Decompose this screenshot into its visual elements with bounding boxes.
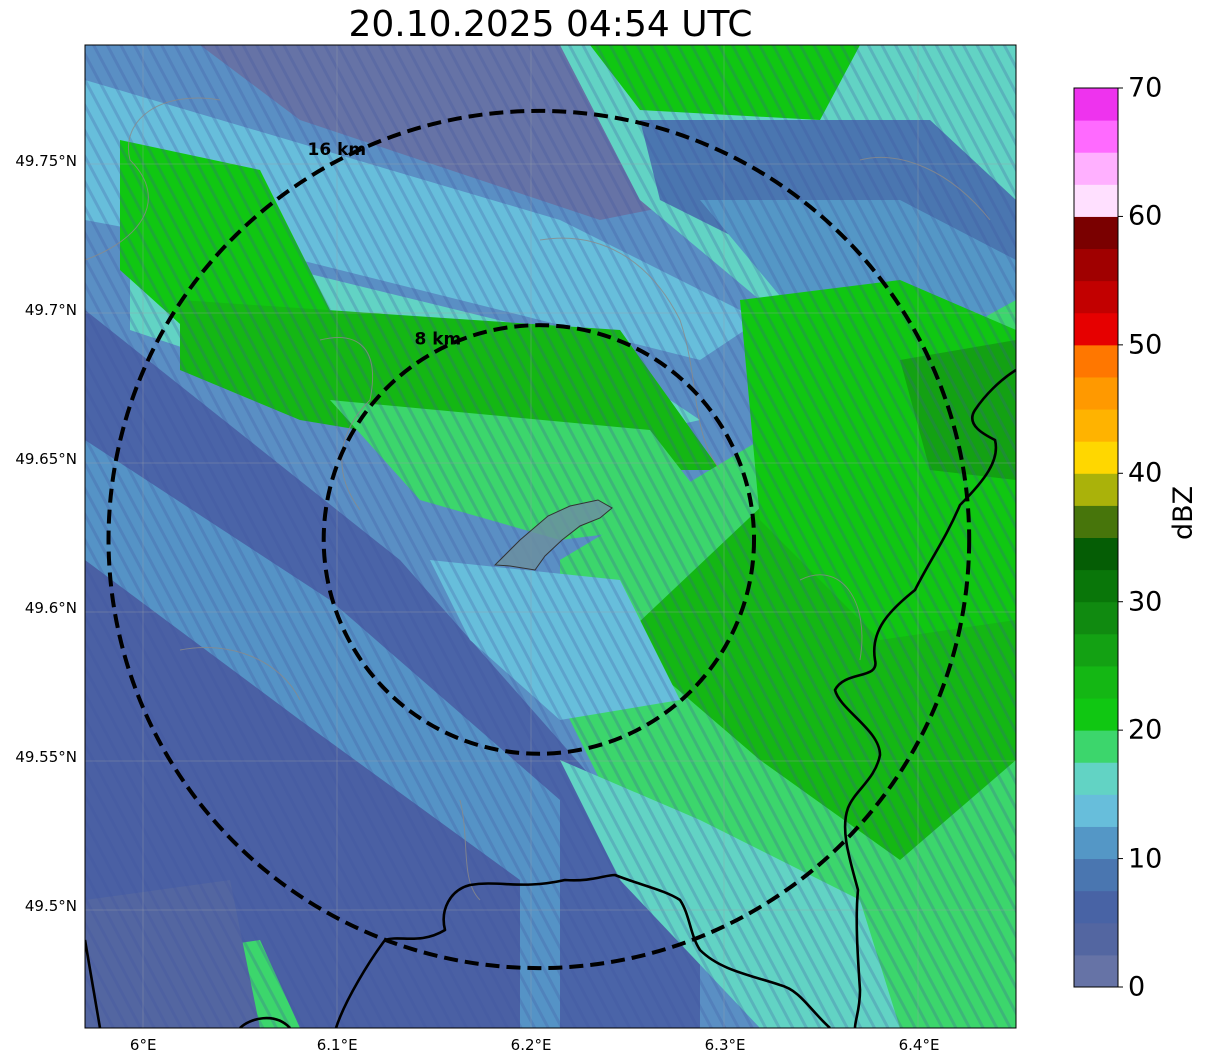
latitude-tick-label: 49.55°N [15,747,77,766]
colorbar-tick-label: 50 [1128,329,1163,361]
colorbar-segment [1074,537,1118,571]
colorbar-segment [1074,248,1118,282]
colorbar-segment [1074,184,1118,217]
border-luxembourg-germany [833,368,1016,1028]
longitude-tick-label: 6.3°E [704,1036,746,1054]
colorbar-segment [1074,730,1118,763]
city-outline [493,499,613,571]
colorbar-segment [1074,152,1118,185]
colorbar-segment [1074,665,1118,699]
border-luxembourg-france [334,873,831,1028]
colorbar-segment [1074,890,1118,924]
colorbar-segment [1074,569,1118,603]
latitude-tick-label: 49.5°N [24,896,77,915]
colorbar-segment [1074,633,1118,667]
range-rings [106,108,972,971]
colorbar-tick-label: 60 [1128,200,1163,232]
colorbar-segment [1074,409,1118,442]
colorbar-segment [1074,698,1118,731]
colorbar-tick-label: 40 [1128,457,1163,489]
longitude-tick-label: 6.2°E [510,1036,552,1054]
map-frame [84,44,1017,1029]
border-west-2 [239,1016,291,1028]
national-borders [85,368,1016,1028]
colorbar-segment [1074,376,1118,410]
colorbar-tick-label: 70 [1128,72,1163,104]
colorbar-segment [1074,441,1118,474]
range-ring-label: 16 km [308,140,367,160]
colorbar-segment [1074,344,1118,378]
colorbar-segment [1074,312,1118,346]
colorbar-segment [1074,473,1118,506]
range-ring [321,323,757,756]
colorbar-segment [1074,601,1118,635]
reflectivity-field [85,45,1016,1028]
colorbar-tick-label: 20 [1128,714,1163,746]
latitude-tick-label: 49.6°N [24,598,77,617]
colorbar-tick-label: 0 [1128,971,1146,1003]
colorbar-segment [1074,88,1118,121]
colorbar-segment [1074,954,1118,988]
colorbar-frame [1073,87,1119,988]
colorbar-segment [1074,922,1118,956]
figure-title: 20.10.2025 04:54 UTC [348,4,753,45]
longitude-tick-label: 6.4°E [898,1036,940,1054]
colorbar-segment [1074,826,1118,860]
colorbar-segment [1074,120,1118,153]
colorbar-tick-label: 30 [1128,586,1163,618]
colorbar-segment [1074,505,1118,538]
colorbar-segment [1074,280,1118,314]
latitude-tick-label: 49.75°N [15,152,77,171]
colorbar-tick-label: 10 [1128,843,1163,875]
colorbar-segment [1074,858,1118,892]
longitude-tick-label: 6°E [129,1036,157,1054]
gridlines [85,45,1016,1028]
colorbar-label: dBZ [1168,485,1199,540]
colorbar-segment [1074,794,1118,827]
range-ring-label: 8 km [414,329,461,349]
colorbar-segment [1074,762,1118,795]
latitude-tick-label: 49.7°N [24,301,77,320]
colorbar-segment [1074,216,1118,250]
range-ring-labels: 8 km 16 km [308,140,462,349]
longitude-tick-label: 6.1°E [316,1036,358,1054]
range-ring [106,108,972,971]
municipal-boundaries [85,97,991,901]
latitude-tick-label: 49.65°N [15,450,77,469]
border-west-1 [85,939,102,1028]
